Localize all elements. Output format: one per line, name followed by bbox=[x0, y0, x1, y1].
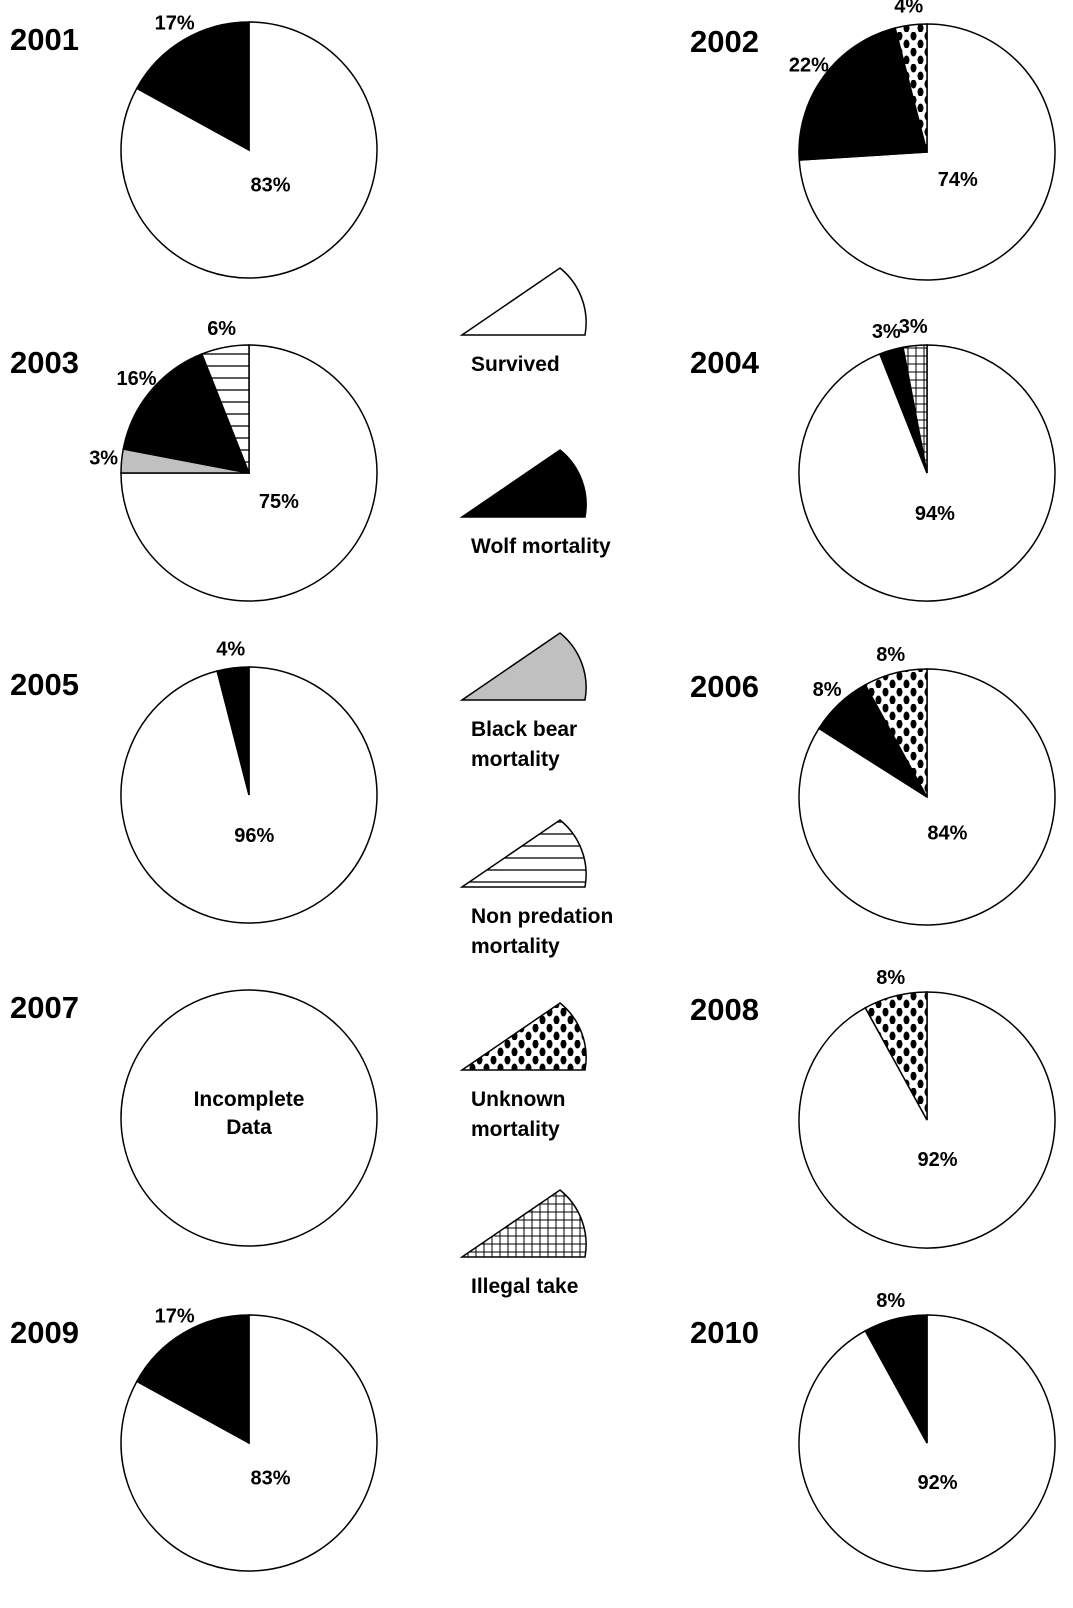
pie-slice bbox=[135, 21, 250, 152]
pie-title: 2001 bbox=[10, 22, 79, 57]
pie-slice bbox=[216, 666, 250, 796]
value-label: 75% bbox=[259, 491, 299, 513]
legend-swatch bbox=[459, 1002, 587, 1071]
value-label: 83% bbox=[250, 175, 290, 197]
pie-title: 2006 bbox=[690, 669, 759, 704]
pie-title: 2009 bbox=[10, 1315, 79, 1350]
pie-slice bbox=[864, 668, 928, 798]
value-label: 22% bbox=[789, 54, 829, 76]
legend-swatch bbox=[459, 819, 587, 888]
pie-slice bbox=[894, 23, 928, 153]
value-label: 83% bbox=[250, 1468, 290, 1490]
value-label: 4% bbox=[894, 0, 923, 17]
pie-title: 2004 bbox=[690, 345, 760, 380]
value-label: 74% bbox=[938, 169, 978, 191]
legend-swatch bbox=[459, 449, 587, 518]
value-label: 96% bbox=[234, 825, 274, 847]
value-label: 3% bbox=[899, 316, 928, 338]
legend-label: Survived bbox=[471, 353, 560, 376]
pie-slice bbox=[798, 27, 928, 161]
value-label: 8% bbox=[876, 1290, 905, 1312]
pie-title: 2002 bbox=[690, 24, 759, 59]
pie-title: 2005 bbox=[10, 667, 79, 702]
value-label: 8% bbox=[813, 679, 842, 701]
pie-outline bbox=[120, 989, 378, 1247]
value-label: 92% bbox=[917, 1472, 957, 1494]
pie-title: 2003 bbox=[10, 345, 79, 380]
legend-label: Wolf mortality bbox=[471, 535, 611, 558]
pie-title: 2010 bbox=[690, 1315, 759, 1350]
value-label: 17% bbox=[155, 1306, 195, 1328]
value-label: 17% bbox=[155, 13, 195, 35]
pie-slice bbox=[864, 1314, 928, 1444]
pie-slice bbox=[200, 344, 250, 474]
value-label: 84% bbox=[927, 822, 967, 844]
legend-label: Illegal take bbox=[471, 1275, 579, 1298]
legend-swatch bbox=[459, 267, 587, 336]
value-label: 3% bbox=[872, 321, 901, 343]
value-label: 16% bbox=[116, 368, 156, 390]
pie-slice bbox=[120, 344, 378, 602]
legend-swatch bbox=[459, 632, 587, 701]
legend-label: Black bear mortality bbox=[471, 718, 578, 771]
pie-slice bbox=[122, 353, 251, 474]
annotation: Incomplete Data bbox=[193, 1088, 305, 1139]
value-label: 3% bbox=[89, 448, 118, 470]
value-label: 8% bbox=[876, 644, 905, 666]
pie-title: 2007 bbox=[10, 990, 79, 1025]
value-label: 8% bbox=[876, 967, 905, 989]
pie-slice bbox=[135, 1314, 250, 1445]
pie-title: 2008 bbox=[690, 992, 759, 1027]
legend-label: Unknown mortality bbox=[471, 1088, 566, 1141]
legend-swatch bbox=[459, 1189, 587, 1258]
value-label: 94% bbox=[915, 503, 955, 525]
value-label: 92% bbox=[917, 1149, 957, 1171]
value-label: 4% bbox=[216, 638, 245, 660]
value-label: 6% bbox=[207, 318, 236, 340]
pie-slice bbox=[864, 991, 928, 1121]
legend-label: Non predation mortality bbox=[471, 905, 614, 958]
pie-slice bbox=[902, 344, 928, 474]
